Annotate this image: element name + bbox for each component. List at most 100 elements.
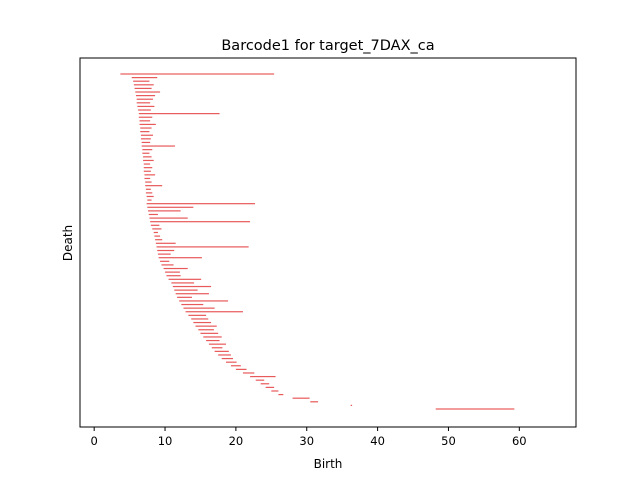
barcode-bar (174, 289, 198, 291)
x-tick-label: 40 (370, 434, 385, 448)
barcode-bar (177, 296, 192, 298)
barcode-bar (168, 278, 202, 280)
barcode-bar (191, 318, 209, 320)
barcode-bar (155, 239, 163, 241)
barcode-bar (137, 105, 155, 108)
barcode-bar (148, 213, 158, 216)
x-tick-label: 30 (299, 434, 314, 448)
barcode-bar (150, 221, 251, 223)
x-tick-label: 10 (158, 434, 173, 448)
barcode-bar (143, 156, 152, 158)
barcode-bar (149, 217, 188, 219)
barcode-bar (139, 123, 156, 126)
barcode-bar (148, 210, 181, 212)
barcode-bar (350, 404, 353, 406)
x-axis-label: Birth (314, 457, 343, 471)
barcode-bar (255, 379, 265, 381)
barcode-bar (166, 275, 181, 277)
barcode-bar (175, 293, 209, 295)
barcode-bar (163, 267, 188, 270)
barcode-bar (140, 138, 151, 140)
barcode-bar (265, 386, 275, 388)
barcode-bar (157, 249, 175, 252)
barcode-bar (218, 354, 231, 356)
barcode-bar (158, 257, 202, 259)
barcode-bar (142, 149, 153, 151)
barcode-bar (140, 131, 150, 133)
barcode-bar (140, 134, 153, 136)
barcode-bar (142, 152, 150, 154)
barcode-bar (146, 195, 154, 198)
barcode-bar (271, 390, 279, 392)
barcode-bar (188, 314, 207, 316)
barcode-bar (203, 336, 222, 338)
barcode-bar (198, 329, 214, 331)
barcode-bar (145, 185, 163, 187)
barcode-bar (153, 231, 158, 234)
barcode-bar (135, 91, 161, 93)
barcode-bar (230, 365, 241, 367)
barcode-bar (133, 80, 150, 82)
barcode-bar (278, 393, 284, 396)
barcode-bar (133, 84, 154, 86)
barcode-bar (214, 350, 229, 352)
barcode-bar (211, 347, 223, 349)
barcode-bar (157, 253, 171, 255)
barcode-bar (250, 375, 276, 378)
barcode-bar (140, 127, 152, 129)
barcode-bar (138, 109, 151, 111)
barcode-bar (193, 321, 212, 324)
barcode-bar (310, 401, 319, 403)
barcode-bar (144, 177, 151, 180)
barcode-bar (134, 87, 152, 90)
barcode-bar (156, 246, 249, 248)
barcode-bar (183, 307, 215, 309)
barcode-bar (185, 311, 243, 313)
barcode-bar (144, 174, 156, 176)
barcode-bar (143, 159, 154, 162)
barcode-bar (160, 260, 170, 262)
barcode-bar (143, 167, 153, 169)
y-axis-label: Death (61, 225, 75, 261)
barcode-bar (143, 163, 151, 165)
plot-frame (79, 57, 577, 428)
x-tick-label: 0 (91, 434, 98, 448)
barcode-bar (135, 95, 156, 97)
barcode-bar (139, 120, 151, 122)
barcode-bar (206, 339, 220, 342)
barcode-bar (152, 228, 162, 230)
barcode-bar (145, 181, 152, 183)
barcode-bar (221, 357, 234, 360)
barcode-bar (138, 113, 220, 115)
barcode-bar (200, 332, 219, 334)
barcode-bar (154, 235, 161, 237)
barcode-bar (145, 188, 151, 190)
barcode-bar (150, 224, 160, 226)
barcode-bar (136, 102, 151, 104)
barcode-bar (292, 397, 310, 399)
barcode-bar (435, 408, 515, 410)
x-axis-ticks: 0 10 20 30 40 50 60 (91, 427, 527, 448)
barcode-bar (165, 271, 180, 273)
x-tick-label: 20 (229, 434, 244, 448)
barcode-bar (138, 116, 153, 118)
barcode-bar (136, 98, 153, 100)
barcode-bar (147, 199, 152, 201)
barcode-bar (143, 170, 151, 172)
barcode-bar (131, 77, 158, 79)
barcode-bar (260, 383, 270, 385)
barcode-bar (172, 285, 212, 288)
barcode-bar (208, 343, 226, 345)
x-tick-label: 50 (441, 434, 456, 448)
barcode-bar (120, 73, 275, 75)
barcode-bar (195, 325, 217, 327)
barcode-bar (171, 282, 195, 284)
barcode-bar (161, 264, 174, 266)
barcode-bar (145, 192, 153, 194)
barcode-bar (155, 242, 176, 244)
barcode-bar (235, 368, 247, 370)
barcode-bar (147, 206, 194, 208)
chart-title: Barcode1 for target_7DAX_ca (221, 38, 434, 54)
barcode-bar (181, 303, 204, 306)
